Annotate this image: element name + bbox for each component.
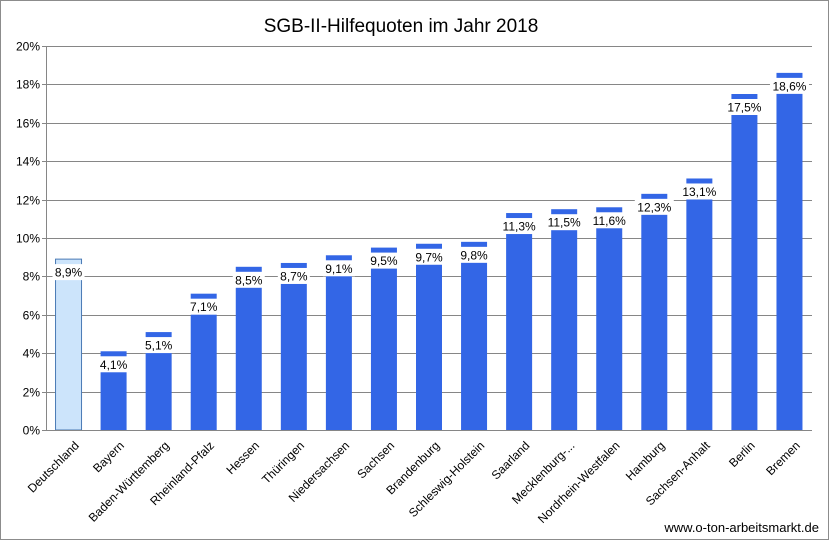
bar	[325, 255, 352, 430]
x-axis-labels: Deutschland BayernBaden-WürttembergRheinl…	[25, 438, 803, 526]
data-label-bg	[142, 337, 175, 354]
data-label-bg	[367, 252, 400, 269]
x-tick-label: Baden-Württemberg	[86, 438, 172, 524]
data-label: 17,5%	[727, 101, 761, 115]
bar	[235, 266, 262, 430]
y-axis-ticks: 0% 2% 4% 6% 8% 10% 12% 14% 16% 18% 20%	[16, 40, 47, 438]
data-label-bg	[413, 248, 445, 265]
data-label: 8,7%	[280, 269, 308, 283]
y-tick-label: 2%	[23, 386, 41, 400]
x-tick-label: Bremen	[763, 438, 803, 478]
bar	[190, 293, 217, 430]
y-tick-label: 8%	[23, 270, 41, 284]
data-label-bg	[277, 267, 310, 284]
data-label: 18,6%	[772, 79, 806, 93]
data-label: 13,1%	[682, 185, 716, 199]
x-tick-label: Deutschland	[25, 438, 82, 495]
data-label-bg	[634, 198, 674, 215]
data-label: 9,7%	[415, 250, 443, 264]
bar	[686, 178, 713, 430]
bar	[551, 209, 578, 430]
y-tick-label: 12%	[16, 194, 40, 208]
bar	[506, 213, 533, 430]
data-label: 9,1%	[325, 262, 353, 276]
bar	[731, 94, 758, 430]
data-label-bg	[322, 260, 355, 277]
data-label-bg	[769, 77, 809, 94]
bar	[596, 207, 623, 430]
data-label: 11,6%	[593, 214, 626, 228]
data-label-bg	[589, 212, 629, 229]
y-tick-label: 18%	[16, 78, 40, 92]
data-label-bg	[97, 356, 130, 373]
x-tick-label: Bayern	[90, 438, 127, 475]
y-tick-label: 16%	[16, 117, 40, 131]
data-label: 5,1%	[145, 339, 173, 353]
x-tick-label: Sachsen	[354, 438, 397, 481]
grid-lines	[46, 46, 812, 393]
bar	[416, 243, 442, 430]
data-label-bg	[499, 218, 539, 235]
data-label: 8,9%	[55, 266, 83, 280]
source-text: www.o-ton-arbeitsmarkt.de	[663, 520, 819, 535]
x-tick-label: Hessen	[223, 438, 262, 477]
data-label-bg	[679, 183, 719, 200]
y-tick-label: 4%	[23, 347, 41, 361]
bar	[776, 72, 803, 430]
y-tick-label: 0%	[23, 424, 41, 438]
bars	[55, 72, 803, 431]
bar	[461, 241, 488, 430]
data-label: 7,1%	[190, 300, 218, 314]
data-label: 9,8%	[460, 248, 488, 262]
x-tick-label: Nordrhein-Westfalen	[535, 438, 623, 526]
y-tick-label: 6%	[23, 309, 41, 323]
data-labels: 8,9% 4,1% 5,1% 7,1% 8,5% 8,7% 9,1% 9,5% 9,7% 9,8%…	[52, 77, 809, 373]
data-label-bg	[187, 298, 220, 315]
x-tick-label: Saarland	[489, 438, 533, 482]
bar	[641, 193, 668, 430]
y-tick-label: 20%	[16, 40, 40, 54]
bar	[280, 262, 307, 430]
data-label: 8,5%	[235, 273, 263, 287]
y-tick-label: 10%	[16, 232, 40, 246]
data-label-bg	[52, 264, 85, 281]
x-tick-label: Schleswig-Holstein	[406, 438, 488, 520]
data-label: 4,1%	[100, 358, 128, 372]
y-tick-label: 14%	[16, 155, 40, 169]
chart-title: SGB-II-Hilfequoten im Jahr 2018	[264, 16, 539, 37]
data-label-bg	[724, 99, 764, 115]
data-label-bg	[544, 214, 584, 231]
data-label-bg	[458, 246, 491, 263]
data-label: 11,3%	[503, 220, 536, 234]
data-label-bg	[232, 271, 265, 288]
data-label: 9,5%	[370, 254, 398, 268]
x-tick-label: Berlin	[726, 438, 758, 470]
data-label: 12,3%	[637, 200, 671, 214]
bar	[55, 258, 83, 431]
bar	[370, 247, 397, 430]
x-tick-label: Thüringen	[259, 438, 307, 486]
x-tick-label: Hamburg	[623, 438, 668, 483]
data-label: 11,5%	[548, 216, 581, 230]
